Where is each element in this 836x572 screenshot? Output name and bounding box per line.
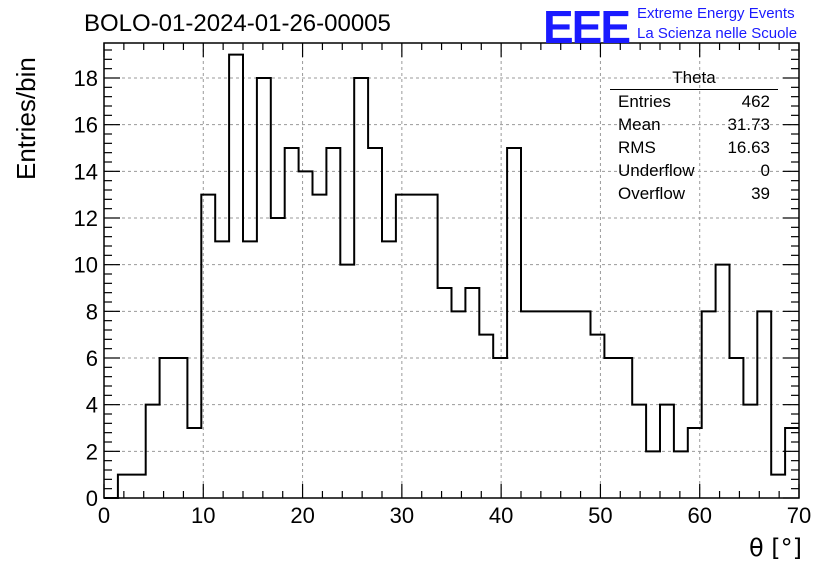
stats-title-rule: [610, 89, 778, 90]
stats-key: Overflow: [618, 184, 686, 203]
stats-key: Underflow: [618, 161, 695, 180]
x-tick-label: 10: [191, 503, 215, 528]
stats-value: 0: [760, 161, 770, 180]
stats-value: 462: [741, 92, 770, 111]
y-tick-label: 0: [86, 486, 98, 511]
stats-row-mean: Mean 31.73: [618, 115, 770, 138]
stats-title: Theta: [672, 68, 716, 87]
stats-box: Theta Entries 462 Mean 31.73 RMS 16.63 U…: [610, 68, 778, 210]
run-title: BOLO-01-2024-01-26-00005: [84, 10, 391, 37]
x-tick-label: 60: [687, 503, 711, 528]
y-tick-label: 4: [86, 393, 98, 418]
grid-lines: [104, 43, 799, 498]
stats-value: 39: [751, 184, 770, 203]
y-axis-label-wrap: Entries/bin: [8, 40, 41, 190]
y-tick-label: 2: [86, 439, 98, 464]
stats-key: RMS: [618, 138, 656, 157]
x-tick-label: 50: [588, 503, 612, 528]
stats-key: Mean: [618, 115, 661, 134]
stats-key: Entries: [618, 92, 671, 111]
x-tick-label: 20: [290, 503, 314, 528]
y-tick-label: 12: [74, 206, 98, 231]
y-tick-label: 10: [74, 253, 98, 278]
y-tick-label: 18: [74, 66, 98, 91]
logo-line-1: Extreme Energy Events: [637, 5, 795, 22]
logo-caption: Extreme Energy Events La Scienza nelle S…: [637, 4, 797, 44]
stats-row-entries: Entries 462: [618, 92, 770, 115]
x-tick-label: 0: [98, 503, 110, 528]
x-axis-label: θ [°]: [748, 534, 802, 562]
y-tick-label: 16: [74, 113, 98, 138]
eee-logo: EEE: [543, 1, 631, 53]
plot-frame: [103, 42, 800, 499]
stats-row-underflow: Underflow 0: [618, 161, 770, 184]
logo-line-2: La Scienza nelle Scuole: [637, 25, 798, 42]
stats-row-overflow: Overflow 39: [618, 184, 770, 207]
axis-ticks: [103, 43, 800, 499]
stats-value: 16.63: [727, 138, 770, 157]
x-tick-label: 70: [787, 503, 811, 528]
tick-labels: 0 10 20 30 40 50 60 70 0 2 4 6 8 10 12 14 16 18: [74, 66, 812, 528]
y-tick-label: 14: [74, 159, 98, 184]
x-tick-label: 40: [489, 503, 513, 528]
histogram-line: [104, 53, 799, 499]
y-tick-label: 6: [86, 346, 98, 371]
x-tick-label: 30: [390, 503, 414, 528]
stats-row-rms: RMS 16.63: [618, 138, 770, 161]
y-tick-label: 8: [86, 299, 98, 324]
stats-value: 31.73: [727, 115, 770, 134]
y-axis-label: Entries/bin: [11, 57, 41, 180]
